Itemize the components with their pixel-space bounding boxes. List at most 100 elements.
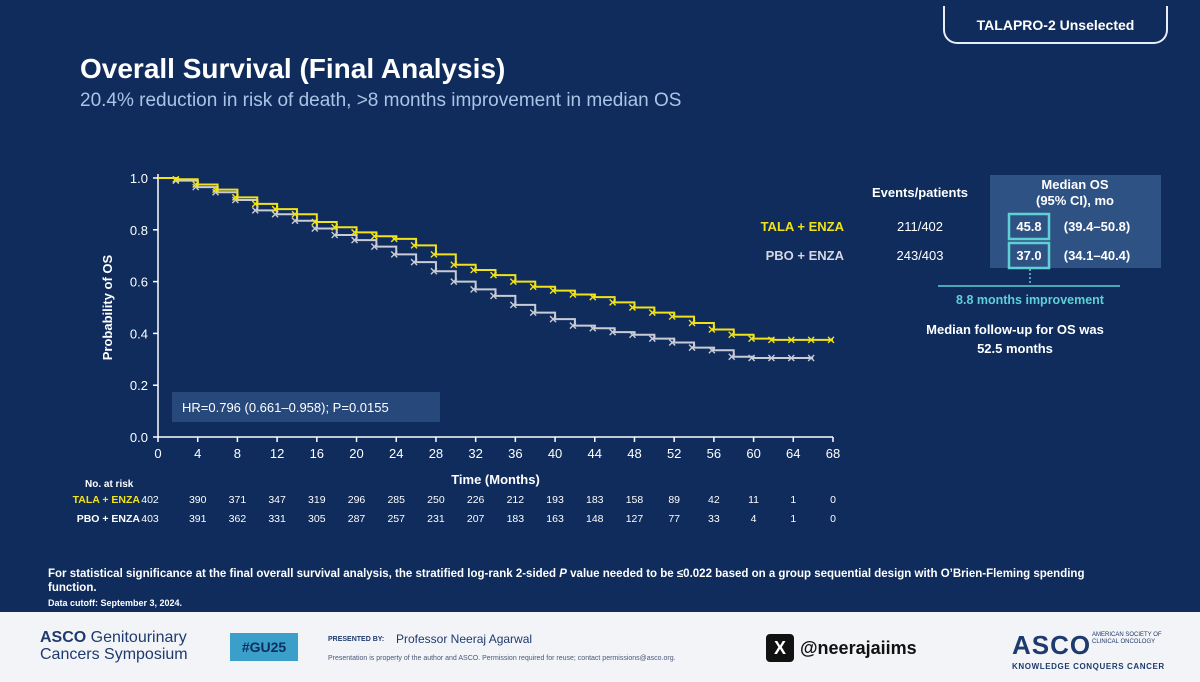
- censor-mark-pbo: [509, 301, 517, 309]
- censor-mark-tala: [410, 241, 418, 249]
- x-tick-label: 4: [194, 446, 201, 461]
- risk-count: 285: [387, 494, 405, 506]
- pbo-events: 243/403: [897, 248, 944, 263]
- study-tag: TALAPRO-2 Unselected: [943, 6, 1168, 44]
- hr-annotation: HR=0.796 (0.661–0.958); P=0.0155: [182, 400, 389, 415]
- censor-mark-pbo: [668, 338, 676, 346]
- meeting-line-2: Cancers Symposium: [40, 646, 188, 663]
- presented-by-label: PRESENTED BY:: [328, 636, 385, 643]
- risk-count: 371: [229, 494, 247, 506]
- risk-count: 331: [268, 513, 286, 525]
- meeting-logo: ASCO Genitourinary Cancers Symposium: [40, 629, 188, 663]
- x-tick-label: 16: [310, 446, 324, 461]
- improvement-label: 8.8 months improvement: [956, 293, 1105, 307]
- censor-mark-pbo: [589, 324, 597, 332]
- meeting-line-1: Genitourinary: [86, 629, 187, 646]
- risk-count: 4: [751, 513, 757, 525]
- censor-mark-tala: [231, 193, 239, 201]
- x-tick-label: 8: [234, 446, 241, 461]
- risk-count: 89: [668, 494, 680, 506]
- km-chart: 0.00.20.40.60.81.00 4 8 12 16 20 24 28 32 36 40 44 4…: [73, 171, 1161, 525]
- censor-mark-tala: [648, 309, 656, 317]
- tala-events: 211/402: [897, 219, 943, 234]
- events-header: Events/patients: [872, 185, 968, 200]
- median-os-panel: [990, 175, 1161, 268]
- risk-count: 231: [427, 513, 445, 525]
- x-tick-label: 20: [349, 446, 363, 461]
- x-tick-label: 0: [154, 446, 161, 461]
- slide: TALAPRO-2 Unselected Overall Survival (F…: [48, 6, 1168, 608]
- censor-mark-tala: [569, 291, 577, 299]
- meeting-asco: ASCO: [40, 629, 87, 646]
- survival-curve-pbo: [158, 177, 814, 360]
- risk-count: 0: [830, 494, 836, 506]
- censor-mark-pbo: [767, 354, 775, 362]
- censor-mark-tala: [212, 186, 220, 194]
- x-tick-label: 36: [508, 446, 522, 461]
- censor-mark-tala: [728, 331, 736, 339]
- censor-mark-pbo: [628, 331, 636, 339]
- x-tick-label: 32: [468, 446, 482, 461]
- censor-mark-pbo: [410, 258, 418, 266]
- risk-count: 11: [748, 494, 759, 506]
- footnote-text-1: For statistical significance at the fina…: [48, 568, 560, 580]
- censor-mark-pbo: [351, 236, 359, 244]
- risk-count: 319: [308, 494, 326, 506]
- survival-curve-tala: [158, 177, 833, 341]
- risk-count: 250: [427, 494, 445, 506]
- censor-mark-pbo: [728, 353, 736, 361]
- censor-mark-pbo: [807, 354, 815, 362]
- risk-count: 402: [141, 494, 159, 506]
- risk-count: 42: [708, 494, 720, 506]
- censor-mark-tala: [767, 336, 775, 344]
- risk-count: 33: [708, 513, 720, 525]
- social-handle[interactable]: @neerajaiims: [800, 638, 917, 658]
- y-tick-label: 1.0: [130, 171, 148, 186]
- risk-count: 207: [467, 513, 485, 525]
- y-tick-label: 0.2: [130, 378, 148, 393]
- censor-mark-tala: [311, 218, 319, 226]
- risk-count: 226: [467, 494, 485, 506]
- censor-mark-tala: [668, 313, 676, 321]
- censor-mark-pbo: [251, 206, 259, 214]
- censor-mark-pbo: [609, 328, 617, 336]
- risk-count: 183: [507, 513, 525, 525]
- censor-mark-pbo: [450, 278, 458, 286]
- censor-mark-tala: [807, 336, 815, 344]
- censor-mark-tala: [172, 175, 180, 183]
- risk-row-label: PBO + ENZA: [77, 513, 141, 525]
- risk-count: 0: [830, 513, 836, 525]
- censor-mark-tala: [827, 336, 835, 344]
- risk-count: 347: [268, 494, 286, 506]
- censor-mark-pbo: [549, 315, 557, 323]
- censor-mark-tala: [271, 205, 279, 213]
- hr-box: [172, 392, 440, 422]
- censor-mark-pbo: [529, 309, 537, 317]
- risk-count: 1: [790, 494, 796, 506]
- censor-mark-tala: [549, 287, 557, 295]
- censor-mark-pbo: [430, 267, 438, 275]
- data-cutoff: Data cutoff: September 3, 2024.: [48, 598, 183, 608]
- risk-count: 296: [348, 494, 366, 506]
- risk-count: 77: [668, 513, 680, 525]
- risk-count: 127: [626, 513, 644, 525]
- censor-mark-tala: [509, 278, 517, 286]
- footnote-p: P: [559, 568, 567, 580]
- censor-mark-tala: [628, 304, 636, 311]
- censor-mark-tala: [748, 335, 756, 343]
- censor-mark-tala: [331, 223, 339, 231]
- censor-mark-pbo: [787, 354, 795, 362]
- presenter-name: Professor Neeraj Agarwal: [396, 632, 533, 646]
- censor-mark-tala: [688, 319, 696, 327]
- censor-mark-tala: [609, 298, 617, 306]
- footnote: For statistical significance at the fina…: [48, 567, 1128, 595]
- risk-count: 390: [189, 494, 207, 506]
- footer-bar: ASCO Genitourinary Cancers Symposium #GU…: [0, 612, 1200, 682]
- censor-mark-pbo: [569, 322, 577, 330]
- censor-mark-pbo: [648, 335, 656, 343]
- censor-mark-tala: [470, 266, 478, 274]
- censor-mark-pbo: [271, 210, 279, 218]
- risk-table-header: No. at risk: [85, 479, 134, 490]
- censor-mark-pbo: [470, 285, 478, 293]
- censor-mark-tala: [291, 210, 299, 218]
